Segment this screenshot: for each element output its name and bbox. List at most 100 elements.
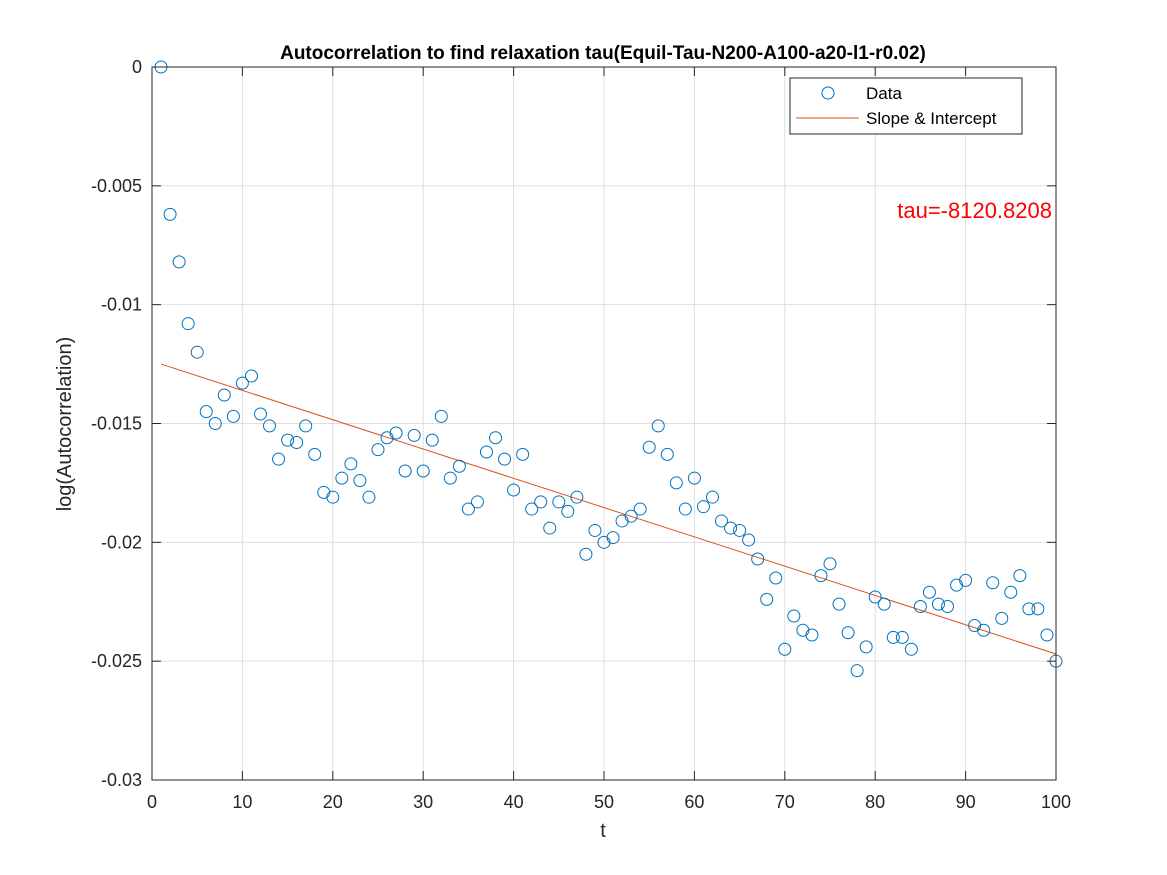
data-point <box>507 483 521 497</box>
data-point <box>1004 585 1018 599</box>
data-point <box>931 597 945 611</box>
data-point <box>371 443 385 457</box>
x-tick-label: 100 <box>1041 792 1071 812</box>
x-tick-labels: 0 10 20 30 40 50 60 70 80 90 100 <box>147 792 1071 812</box>
data-point <box>534 495 548 509</box>
data-point <box>922 585 936 599</box>
data-point <box>525 502 539 516</box>
data-point <box>470 495 484 509</box>
data-point <box>570 490 584 504</box>
data-point <box>489 431 503 445</box>
ticks <box>151 66 1057 781</box>
y-tick-label: -0.025 <box>91 651 142 671</box>
data-point <box>877 597 891 611</box>
chart-title: Autocorrelation to find relaxation tau(E… <box>280 43 926 64</box>
data-point <box>977 623 991 637</box>
legend-data-marker <box>821 86 835 100</box>
data-point <box>986 576 1000 590</box>
legend-entry-data: Data <box>866 84 902 103</box>
data-point <box>579 547 593 561</box>
data-point <box>181 317 195 331</box>
x-tick-label: 90 <box>956 792 976 812</box>
data-point <box>226 409 240 423</box>
data-point <box>705 490 719 504</box>
data-point <box>172 255 186 269</box>
data-point <box>335 471 349 485</box>
data-point <box>832 597 846 611</box>
data-point <box>461 502 475 516</box>
data-point <box>687 471 701 485</box>
x-tick-label: 40 <box>504 792 524 812</box>
data-point <box>606 531 620 545</box>
data-point <box>353 474 367 488</box>
x-tick-label: 30 <box>413 792 433 812</box>
data-point <box>443 471 457 485</box>
data-point <box>895 630 909 644</box>
data-point <box>344 457 358 471</box>
data-point <box>263 419 277 433</box>
data-point <box>868 590 882 604</box>
legend-entry-fit: Slope & Intercept <box>866 109 997 128</box>
data-point <box>769 571 783 585</box>
data-point <box>407 428 421 442</box>
y-tick-label: -0.03 <box>101 770 142 790</box>
data-point <box>760 592 774 606</box>
data-point <box>995 611 1009 625</box>
data-point <box>425 433 439 447</box>
data-point <box>434 409 448 423</box>
data-point <box>678 502 692 516</box>
data-point <box>850 664 864 678</box>
x-tick-label: 60 <box>684 792 704 812</box>
data-point <box>1031 602 1045 616</box>
data-point <box>543 521 557 535</box>
data-point <box>308 447 322 461</box>
data-point <box>552 495 566 509</box>
x-axis-label: t <box>600 820 606 842</box>
data-point <box>281 433 295 447</box>
data-markers <box>154 60 1063 678</box>
y-tick-label: 0 <box>132 57 142 77</box>
y-tick-label: -0.015 <box>91 414 142 434</box>
data-point <box>814 569 828 583</box>
data-point <box>208 417 222 430</box>
data-point <box>941 600 955 614</box>
data-point <box>398 464 412 478</box>
data-point <box>362 490 376 504</box>
data-point <box>751 552 765 566</box>
data-point <box>389 426 403 440</box>
data-point <box>651 419 665 433</box>
data-point <box>199 405 213 419</box>
y-tick-label: -0.02 <box>101 532 142 552</box>
data-point <box>904 642 918 656</box>
data-point <box>244 369 258 383</box>
data-point <box>841 626 855 640</box>
data-point <box>235 376 249 390</box>
y-axis-label: log(Autocorrelation) <box>54 337 76 512</box>
y-tick-label: -0.005 <box>91 176 142 196</box>
data-point <box>561 504 575 518</box>
fit-line-layer <box>160 363 1057 655</box>
data-point <box>696 500 710 514</box>
data-point <box>588 523 602 537</box>
data-point <box>778 642 792 656</box>
data-point <box>1013 569 1027 583</box>
tau-annotation: tau=-8120.8208 <box>897 198 1052 223</box>
data-point <box>1040 628 1054 642</box>
data-point <box>190 345 204 359</box>
data-point <box>272 452 286 466</box>
x-tick-label: 10 <box>232 792 252 812</box>
x-tick-label: 0 <box>147 792 157 812</box>
data-point <box>163 207 177 221</box>
data-point <box>1022 602 1036 616</box>
x-tick-label: 20 <box>323 792 343 812</box>
data-point <box>913 600 927 614</box>
y-tick-labels: 0 -0.005 -0.01 -0.015 -0.02 -0.025 -0.03 <box>91 57 142 790</box>
data-point <box>479 445 493 459</box>
data-point <box>724 521 738 535</box>
data-point <box>715 514 729 528</box>
fit-line <box>160 363 1057 655</box>
legend: Data Slope & Intercept <box>789 77 1023 135</box>
data-point <box>452 459 466 473</box>
data-point <box>326 490 340 504</box>
